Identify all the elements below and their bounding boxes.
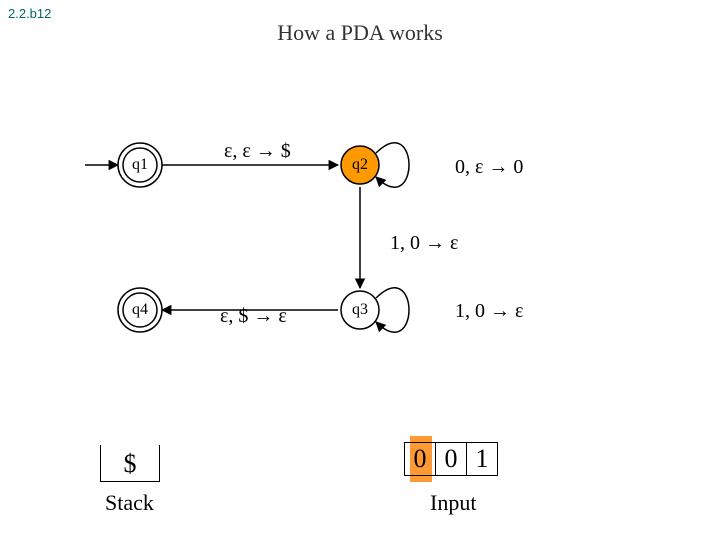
transition-q3q4-label: ε, $ → ε (220, 305, 287, 328)
diagram-canvas: q1 q2 q3 q4 ε, ε → $ 0, ε → 0 1, 0 → ε 1… (0, 0, 720, 540)
stack-box: $ (100, 445, 160, 482)
transition-q2q3-label: 1, 0 → ε (390, 232, 458, 255)
input-cell: 0 (435, 442, 467, 476)
transition-q2loop-label: 0, ε → 0 (455, 156, 523, 179)
state-q4-label: q4 (132, 302, 148, 318)
input-cell: 0 (404, 442, 436, 476)
state-q3-label: q3 (352, 302, 368, 318)
transition-q3loop-label: 1, 0 → ε (455, 300, 523, 323)
input-cell: 1 (466, 442, 498, 476)
state-q1-label: q1 (132, 157, 148, 173)
state-q2-label: q2 (352, 157, 368, 173)
transition-q1q2-label: ε, ε → $ (224, 140, 291, 163)
input-row: 0 0 1 (405, 442, 498, 476)
input-caption: Input (430, 490, 476, 516)
stack-cell: $ (101, 449, 159, 479)
stack-caption: Stack (105, 490, 154, 516)
